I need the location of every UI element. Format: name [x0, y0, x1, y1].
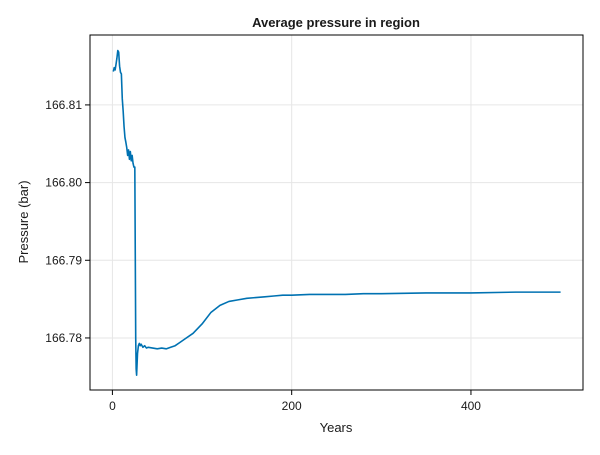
x-axis-ticks: 0 200 400: [109, 390, 481, 413]
x-tick-label: 400: [461, 399, 481, 413]
plot-area-frame: [89, 34, 584, 391]
y-axis-label: Pressure (bar): [16, 180, 31, 263]
y-tick-label: 166.80: [45, 176, 82, 190]
x-tick-label: 200: [282, 399, 302, 413]
y-tick-label: 166.78: [45, 331, 82, 345]
x-axis-label: Years: [320, 420, 353, 435]
pressure-series-line: [112, 49, 561, 377]
y-tick-label: 166.81: [45, 98, 82, 112]
chart-title: Average pressure in region: [252, 15, 420, 30]
grid-lines: [90, 35, 583, 390]
x-tick-label: 0: [109, 399, 116, 413]
y-tick-label: 166.79: [45, 253, 82, 267]
y-axis-ticks: 166.78 166.79 166.80 166.81: [45, 98, 90, 345]
series-layer: [112, 49, 561, 377]
